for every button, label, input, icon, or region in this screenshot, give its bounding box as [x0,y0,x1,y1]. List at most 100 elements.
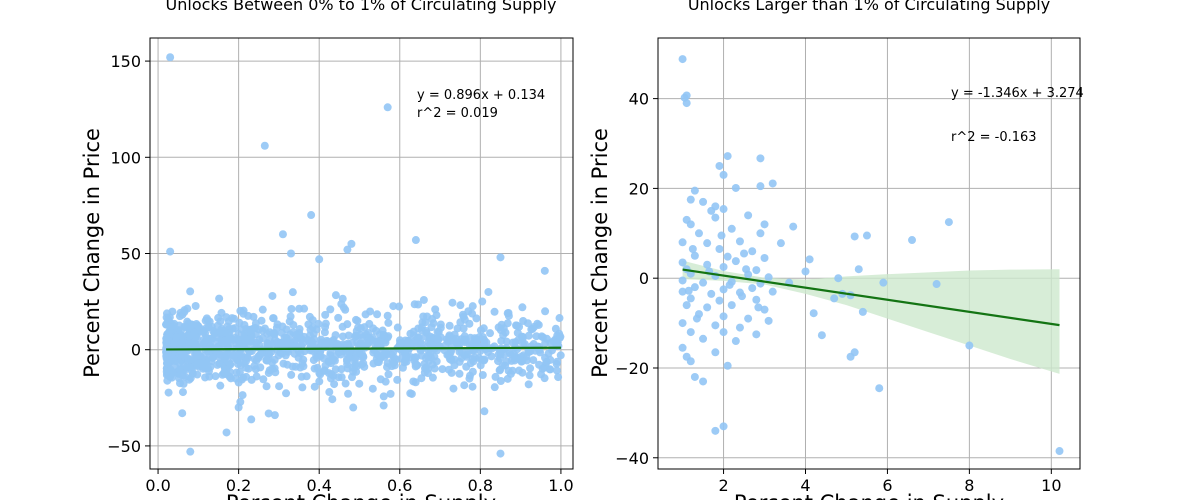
left-chart-point [239,373,248,382]
right-chart-point [850,232,859,241]
left-chart-point [417,339,426,348]
left-chart-point [494,323,503,332]
left-chart-point [487,352,496,361]
left-chart-point [468,355,477,364]
right-chart-ytick-label: −20 [615,359,649,378]
left-chart-points [162,53,565,458]
left-chart-point [468,302,477,311]
left-chart-point [343,245,352,254]
left-chart-point [400,358,409,367]
right-chart-point [719,422,728,431]
right-chart-point [723,361,732,370]
left-chart-point [518,357,527,366]
left-chart-point [389,302,398,311]
left-chart-point [175,365,184,374]
right-chart-point [944,218,953,227]
left-chart-point [175,312,184,321]
left-chart-point [269,314,278,323]
left-chart-point [230,314,239,323]
right-chart-point [678,343,687,352]
left-chart-point [163,359,172,368]
left-chart-ticks: 0.0 0.2 0.4 0.6 0.8 1.0 −50 0 50 100 150 [107,52,573,495]
right-chart-point [830,294,839,303]
left-chart-point [459,324,468,333]
right-chart-point [735,237,744,246]
left-chart-point [476,361,485,370]
left-chart-point [480,355,489,364]
left-chart-point [282,389,291,398]
right-chart-point [719,262,728,271]
left-chart-point [409,331,418,340]
left-chart-point [185,375,194,384]
left-chart-point [556,351,565,360]
left-chart-xlabel: Percent Change in Supply [226,491,496,500]
left-chart-point [556,332,565,341]
right-chart-point [694,229,703,238]
right-chart-point [690,186,699,195]
left-chart-point [524,380,533,389]
left-chart-point [315,377,324,386]
right-chart-ytick-label: 0 [639,269,649,288]
right-chart-point [760,305,769,314]
left-chart-point [205,372,214,381]
right-chart-point [699,278,708,287]
left-chart-point [450,361,459,370]
right-chart-point [862,231,871,240]
right-chart-point [752,330,761,339]
right-chart-points [678,55,1064,456]
left-chart-point [368,384,377,393]
left-chart-point [199,364,208,373]
left-chart-point [324,369,333,378]
left-chart-point [276,339,285,348]
left-chart-point [205,352,214,361]
right-chart-point [711,426,720,435]
left-chart-point [251,365,260,374]
left-chart-point [525,371,534,380]
left-chart-point [471,337,480,346]
right-chart-point [789,222,798,231]
left-chart-point [211,372,220,381]
left-chart-point [343,320,352,329]
left-chart-point [372,338,381,347]
left-chart-point [223,357,232,366]
right-chart-point [776,239,785,248]
left-chart-point [187,355,196,364]
left-chart-point [502,357,511,366]
left-chart-point [484,287,493,296]
left-chart-point [325,388,334,397]
right-chart-point [680,93,689,102]
right-chart-point [1055,447,1064,456]
left-chart-point [322,336,331,345]
left-chart-xtick-label: 0.6 [387,476,412,495]
right-chart-point [678,287,687,296]
left-chart-point [490,383,499,392]
left-chart-point [262,382,271,391]
left-chart-point [478,297,487,306]
right-chart-point [707,289,716,298]
left-chart-point [356,342,365,351]
left-chart-point [347,239,356,248]
right-chart-point [854,265,863,274]
right-chart-point [801,267,810,276]
right-chart-point [875,384,884,393]
left-chart-point [532,332,541,341]
right-chart-point [731,183,740,192]
left-chart-point [220,368,229,377]
left-chart-point [178,388,187,397]
right-chart-point [742,265,751,274]
left-chart-point [299,362,308,371]
left-chart-point [444,365,453,374]
left-chart-point [177,337,186,346]
left-chart-point [326,349,335,358]
right-chart-point [760,253,769,262]
left-chart-point [506,369,515,378]
right-chart-point [690,372,699,381]
right-chart-point [744,314,753,323]
right-chart-point [744,211,753,220]
right-chart-band-layer [682,260,1060,374]
left-chart-point [222,428,231,437]
left-chart-point [349,403,358,412]
left-chart-point [508,338,517,347]
left-chart-point [270,330,279,339]
right-chart-point [834,274,843,283]
